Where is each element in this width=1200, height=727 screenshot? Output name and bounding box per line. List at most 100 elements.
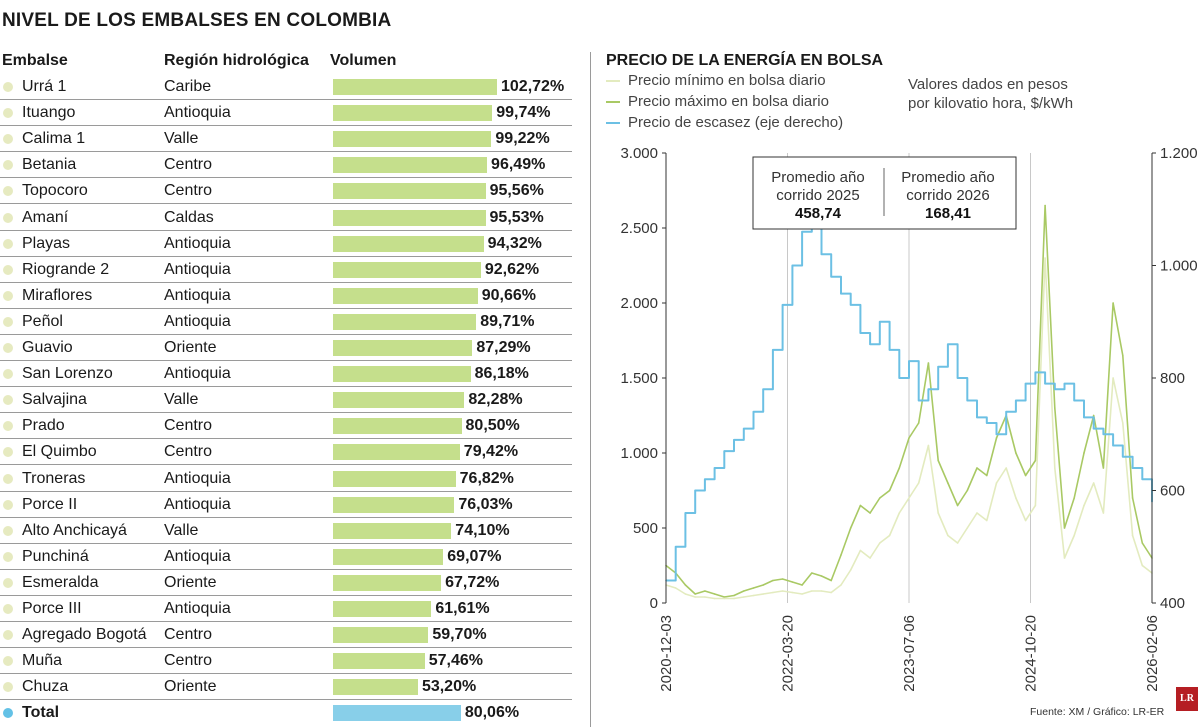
right-tick-label: 600 [1160, 483, 1185, 500]
volume-bar [333, 157, 488, 174]
volume-bar [333, 496, 455, 513]
volume-bar [333, 601, 432, 617]
data-point-max [879, 497, 881, 499]
data-point-min [694, 596, 696, 598]
table-row: Porce II Antioquia 76,03% [0, 492, 572, 518]
data-point-max [976, 467, 978, 469]
row-marker-dot [3, 604, 13, 614]
row-marker-dot [3, 551, 13, 562]
reservoir-name: Esmeralda [22, 573, 99, 591]
row-marker-dot [3, 447, 13, 458]
data-point-scarcity [820, 253, 823, 256]
x-tick-label: 2023-07-06 [901, 615, 918, 692]
data-point-min [820, 590, 823, 592]
data-point-scarcity [1092, 427, 1095, 430]
reservoir-name: Salvajina [22, 391, 87, 409]
data-point-scarcity [772, 349, 774, 351]
data-point-scarcity [704, 478, 706, 481]
row-marker-dot [3, 499, 13, 510]
data-point-max [888, 489, 891, 492]
reservoir-name: Topocoro [22, 182, 88, 200]
reservoir-name: El Quimbo [22, 443, 97, 461]
reservoir-region: Antioquia [164, 547, 231, 565]
row-marker-dot [3, 82, 13, 92]
data-point-max [995, 437, 998, 439]
table-row: Ituango Antioquia 99,74% [0, 100, 572, 127]
data-point-min [1131, 534, 1134, 537]
legend-swatch-min [606, 80, 620, 83]
data-point-scarcity [888, 349, 891, 351]
data-point-max [1083, 452, 1085, 454]
source-credit: Fuente: XM / Gráfico: LR-ER [1030, 706, 1165, 718]
data-point-max [830, 579, 833, 582]
volume-label: 80,50% [465, 417, 520, 435]
volume-label: 99,22% [495, 130, 550, 148]
row-marker-dot [3, 186, 13, 197]
volume-label: 102,72% [501, 78, 565, 95]
table-row: Urrá 1 Caribe 102,72% [0, 74, 572, 100]
data-point-max [898, 467, 901, 469]
volume-bar [333, 418, 462, 435]
data-point-max [908, 437, 910, 439]
volume-bar [333, 574, 442, 591]
volume-bar [333, 366, 471, 383]
row-marker-dot [3, 630, 13, 641]
data-point-max [1151, 557, 1153, 559]
reservoir-region: Centro [164, 182, 213, 200]
data-point-min [879, 542, 881, 544]
reservoir-name: Riogrande 2 [22, 260, 110, 278]
data-point-min [840, 584, 842, 586]
left-tick-label: 2.500 [620, 220, 658, 237]
data-point-max [859, 504, 862, 507]
reservoir-region: Oriente [164, 339, 217, 356]
data-point-max [917, 422, 920, 424]
volume-label: 94,32% [487, 234, 542, 252]
reservoir-region: Oriente [164, 678, 217, 696]
legend-label-min: Precio mínimo en bolsa diario [628, 72, 826, 89]
data-point-max [801, 584, 803, 586]
volume-label: 67,72% [445, 573, 500, 591]
data-point-scarcity [781, 304, 784, 306]
data-point-max [849, 527, 852, 529]
volume-label: 96,49% [491, 156, 546, 174]
volume-label: 82,28% [468, 391, 523, 409]
reservoir-name: Troneras [22, 469, 86, 487]
data-point-max [762, 584, 764, 586]
data-point-max [820, 575, 823, 577]
right-tick-label: 1.000 [1160, 258, 1198, 275]
data-point-scarcity [869, 343, 871, 346]
table-row: El Quimbo Centro 79,42% [0, 439, 572, 466]
reservoir-region: Antioquia [164, 600, 231, 617]
data-point-min [1151, 572, 1153, 574]
data-point-min [937, 512, 939, 514]
data-point-scarcity [849, 304, 852, 306]
data-point-scarcity [966, 399, 969, 402]
table-row: Playas Antioquia 94,32% [0, 231, 572, 257]
total-volume-bar [333, 705, 461, 722]
volume-label: 59,70% [432, 626, 487, 644]
reservoir-name: Muña [22, 652, 63, 670]
chart-axes: 0 500 1.000 1.500 2.000 2.500 3.000 400 600 800 1.… [620, 145, 1197, 692]
volume-bar [333, 548, 444, 565]
avg-2025-value: 458,74 [795, 205, 842, 222]
legend-label-scarcity: Precio de escasez (eje derecho) [628, 114, 844, 131]
data-point-min [1073, 534, 1076, 537]
data-point-max [1063, 527, 1066, 529]
volume-bar [333, 235, 484, 252]
row-marker-dot [3, 316, 13, 327]
reservoir-region: Valle [164, 130, 199, 148]
chart-grid [665, 153, 1153, 603]
volume-label: 53,20% [421, 678, 477, 696]
table-row: Alto Anchicayá Valle 74,10% [0, 518, 572, 544]
table-row: Chuza Oriente 53,20% [0, 674, 572, 701]
data-point-min [762, 593, 764, 595]
data-point-min [859, 549, 862, 552]
row-marker-dot [3, 290, 13, 301]
data-point-scarcity [1063, 382, 1066, 385]
table-row: Peñol Antioquia 89,71% [0, 309, 572, 335]
data-point-max [956, 504, 959, 507]
row-marker-dot [3, 343, 13, 353]
row-marker-dot [3, 212, 13, 223]
legend-item-scarcity: Precio de escasez (eje derecho) [606, 114, 843, 131]
data-point-scarcity [665, 579, 667, 582]
